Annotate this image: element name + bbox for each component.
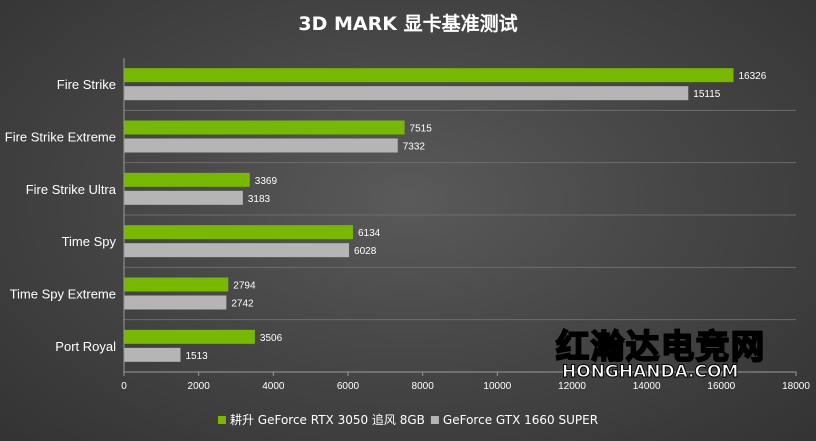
data-label: 7515 — [410, 124, 433, 135]
bar — [124, 190, 243, 205]
legend-label: 耕升 GeForce RTX 3050 追风 8GB — [230, 412, 425, 427]
x-tick-label: 2000 — [188, 381, 211, 392]
legend-label: GeForce GTX 1660 SUPER — [443, 413, 598, 427]
legend: 耕升 GeForce RTX 3050 追风 8GB GeForce GTX 16… — [217, 412, 598, 427]
category-label: Fire Strike — [57, 77, 116, 92]
data-label: 2742 — [231, 299, 254, 310]
bar — [124, 86, 689, 101]
bar — [124, 347, 181, 362]
data-label: 2794 — [233, 281, 256, 292]
category-label: Time Spy Extreme — [10, 287, 116, 302]
x-tick-label: 10000 — [483, 381, 511, 392]
watermark-cn-text: 红瀚达电竞网 — [555, 326, 766, 367]
watermark-en-text: HONGHANDA.COM — [561, 362, 739, 383]
bar — [124, 277, 229, 292]
x-axis: Fire Strike Fire Strike Extreme Fire Strik… — [5, 58, 810, 392]
data-label: 3506 — [260, 333, 283, 344]
x-tick-label: 16000 — [707, 381, 735, 392]
x-tick-label: 0 — [121, 381, 127, 392]
data-label: 16326 — [739, 71, 767, 82]
data-label: 1513 — [185, 351, 208, 362]
legend-item: 耕升 GeForce RTX 3050 追风 8GB — [217, 412, 425, 427]
bar — [124, 225, 354, 240]
data-label: 6134 — [358, 228, 381, 239]
x-tick-label: 8000 — [412, 381, 435, 392]
category-label: Time Spy — [62, 234, 117, 249]
bar — [124, 243, 350, 258]
x-tick-label: 12000 — [558, 381, 586, 392]
chart-title: 3D MARK 显卡基准测试 — [298, 12, 517, 35]
bar — [124, 68, 734, 83]
x-tick-label: 6000 — [337, 381, 360, 392]
data-label: 3369 — [255, 176, 278, 187]
category-label: Port Royal — [55, 339, 116, 354]
data-label: 15115 — [693, 89, 721, 100]
category-label: Fire Strike Ultra — [26, 182, 117, 197]
bar — [124, 329, 255, 344]
bar — [124, 172, 250, 187]
legend-swatch — [430, 416, 439, 424]
data-label: 6028 — [354, 246, 377, 257]
category-label: Fire Strike Extreme — [5, 130, 116, 145]
watermark: 红瀚达电竞网 HONGHANDA.COM — [554, 320, 765, 390]
data-label: 7332 — [403, 142, 426, 153]
x-tick-label: 18000 — [782, 381, 810, 392]
bars-layer: 16326 15115 7515 7332 3369 3183 6134 6028 2794 27… — [124, 68, 767, 362]
bar — [124, 295, 227, 310]
x-tick-label: 4000 — [262, 381, 285, 392]
bar — [124, 120, 405, 135]
legend-swatch — [217, 416, 226, 424]
x-tick-label: 14000 — [633, 381, 661, 392]
bar — [124, 138, 398, 153]
data-label: 3183 — [248, 194, 271, 205]
legend-item: GeForce GTX 1660 SUPER — [430, 413, 598, 427]
